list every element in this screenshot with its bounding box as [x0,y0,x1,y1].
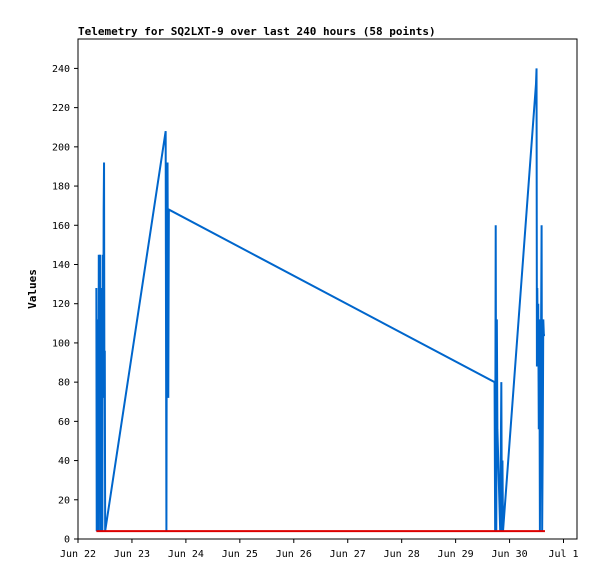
telemetry-series-line [95,68,545,532]
y-tick-label: 0 [64,535,70,546]
chart-title: Telemetry for SQ2LXT-9 over last 240 hou… [78,25,436,38]
plot-frame [77,38,578,540]
x-tick-label: Jun 27 [330,549,366,560]
x-tick-label: Jun 29 [438,549,474,560]
x-tick-label: Jun 28 [384,549,420,560]
y-tick-label: 80 [58,378,70,389]
x-tick-label: Jun 24 [168,549,204,560]
y-tick-label: 240 [52,64,70,75]
y-tick-label: 40 [58,456,70,467]
series-layer [95,68,545,533]
y-tick-label: 200 [52,142,70,153]
y-tick-label: 20 [58,495,70,506]
x-tick-label: Jun 25 [222,549,258,560]
x-axis-ticks: Jun 22 Jun 23 Jun 24 Jun 25 Jun 26 Jun 27 Jun … [60,539,579,560]
x-tick-label: Jun 26 [276,549,312,560]
x-tick-label: Jun 22 [60,549,96,560]
y-tick-label: 120 [52,299,70,310]
y-axis-label: Values [26,269,39,309]
y-tick-label: 60 [58,417,70,428]
x-tick-label: Jun 23 [114,549,150,560]
y-axis-ticks: 0 20 40 60 80 100 120 140 160 180 200 220 240 [52,64,78,546]
y-tick-label: 160 [52,221,70,232]
x-tick-label: Jul 1 [548,549,578,560]
y-tick-label: 180 [52,182,70,193]
y-tick-label: 140 [52,260,70,271]
y-tick-label: 100 [52,338,70,349]
x-tick-label: Jun 30 [492,549,528,560]
y-tick-label: 220 [52,103,70,114]
